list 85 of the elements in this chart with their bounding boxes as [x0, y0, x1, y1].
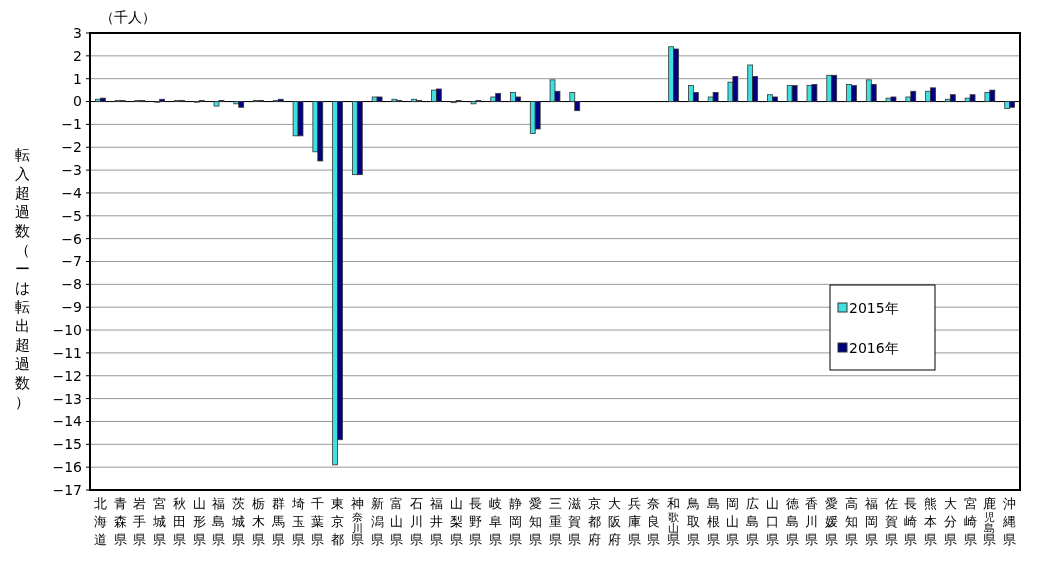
bar — [356, 101, 363, 176]
x-tick-label: 青森県 — [113, 496, 127, 547]
y-tick-label: −9 — [61, 299, 82, 316]
x-tick-label: 福井県 — [429, 496, 443, 547]
y-tick-label: −2 — [61, 139, 82, 156]
y-tick-label: −15 — [52, 436, 82, 453]
x-tick-label: 長崎県 — [904, 496, 918, 547]
text: 転入超過数（ーは転出超過数） — [14, 146, 30, 411]
y-tick-label: −12 — [52, 367, 82, 384]
x-tick-label: 富山県 — [390, 496, 404, 547]
bar — [791, 85, 798, 102]
y-tick-label: −7 — [61, 253, 82, 270]
x-tick-label: 和歌山県 — [667, 496, 681, 547]
x-tick-label: 茨城県 — [231, 496, 246, 547]
y-tick-label: −14 — [52, 413, 83, 430]
bar — [277, 98, 284, 102]
bar — [534, 101, 541, 130]
x-tick-label: 沖縄県 — [1002, 496, 1017, 547]
legend-label: 2016年 — [849, 339, 899, 356]
x-tick-label: 島根県 — [706, 496, 720, 547]
y-tick-label: −6 — [61, 230, 83, 247]
y-tick-label: −5 — [61, 207, 82, 224]
x-tick-label: 宮城県 — [152, 496, 167, 547]
x-tick-label: 兵庫県 — [627, 496, 641, 547]
x-tick-label: 徳島県 — [785, 496, 799, 547]
x-tick-label: 岩手県 — [133, 496, 147, 547]
x-tick-label: 神奈川県 — [350, 496, 364, 547]
x-tick-label: 鹿児島県 — [983, 496, 997, 547]
x-tick-label: 東京都 — [331, 496, 345, 547]
x-tick-label: 長野県 — [469, 496, 483, 547]
x-tick-label: 山形県 — [192, 496, 206, 547]
x-tick-label: 香川県 — [805, 496, 819, 547]
x-tick-label: 福島県 — [212, 496, 226, 547]
x-tick-label: 大阪府 — [607, 496, 621, 547]
x-tick-label: 福岡県 — [864, 496, 878, 547]
bar — [712, 92, 719, 102]
x-tick-label: 愛媛県 — [825, 496, 839, 547]
y-tick-label: −16 — [52, 459, 83, 476]
x-tick-label: 石川県 — [410, 496, 424, 547]
x-tick-label: 京都府 — [588, 496, 602, 547]
x-tick-label: 山口県 — [765, 496, 779, 547]
x-tick-label: 岐阜県 — [489, 496, 503, 547]
bar — [99, 97, 106, 102]
x-tick-label: 大分県 — [943, 496, 957, 547]
bar — [747, 64, 754, 102]
x-tick-label: 高知県 — [844, 496, 858, 547]
y-tick-label: 2 — [73, 47, 82, 64]
y-tick-label: −10 — [52, 321, 82, 338]
x-tick-label: 佐賀県 — [884, 496, 898, 547]
x-tick-label: 奈良県 — [647, 496, 661, 547]
y-tick-label: −17 — [52, 481, 82, 498]
x-tick-label: 群馬県 — [270, 496, 285, 547]
x-tick-label: 北海道 — [93, 496, 107, 547]
legend-label: 2015年 — [849, 299, 899, 316]
x-tick-label: 滋賀県 — [568, 496, 582, 547]
x-tick-label: 新潟県 — [370, 496, 384, 547]
text: （千人） — [100, 9, 156, 25]
y-tick-label: 3 — [73, 24, 82, 41]
x-tick-label: 広島県 — [746, 496, 760, 547]
x-tick-label: 岡山県 — [726, 496, 740, 547]
y-tick-label: 0 — [73, 93, 82, 110]
x-tick-label: 千葉県 — [311, 496, 325, 547]
x-tick-label: 熊本県 — [924, 496, 938, 547]
x-tick-label: 三重県 — [548, 496, 562, 547]
y-tick-label: −11 — [52, 344, 82, 361]
x-tick-label: 鳥取県 — [685, 496, 700, 547]
bar — [376, 96, 383, 102]
bar — [391, 98, 398, 102]
bar — [949, 94, 956, 102]
y-tick-label: 1 — [73, 70, 82, 87]
x-tick-label: 愛知県 — [528, 496, 542, 547]
bar — [411, 98, 418, 102]
x-tick-label: 静岡県 — [508, 496, 522, 547]
x-tick-label: 埼玉県 — [290, 496, 305, 547]
x-tick-label: 山梨県 — [449, 496, 463, 547]
y-tick-label: −13 — [52, 390, 82, 407]
y-tick-label: −8 — [61, 276, 82, 293]
x-tick-label: 秋田県 — [172, 496, 186, 547]
x-tick-label: 宮崎県 — [963, 496, 977, 547]
bar — [490, 96, 497, 102]
x-tick-label: 栃木県 — [252, 496, 266, 547]
y-tick-label: −4 — [61, 184, 83, 201]
y-tick-label: −3 — [61, 162, 82, 178]
bar — [1004, 101, 1011, 109]
y-tick-label: −1 — [61, 116, 82, 133]
